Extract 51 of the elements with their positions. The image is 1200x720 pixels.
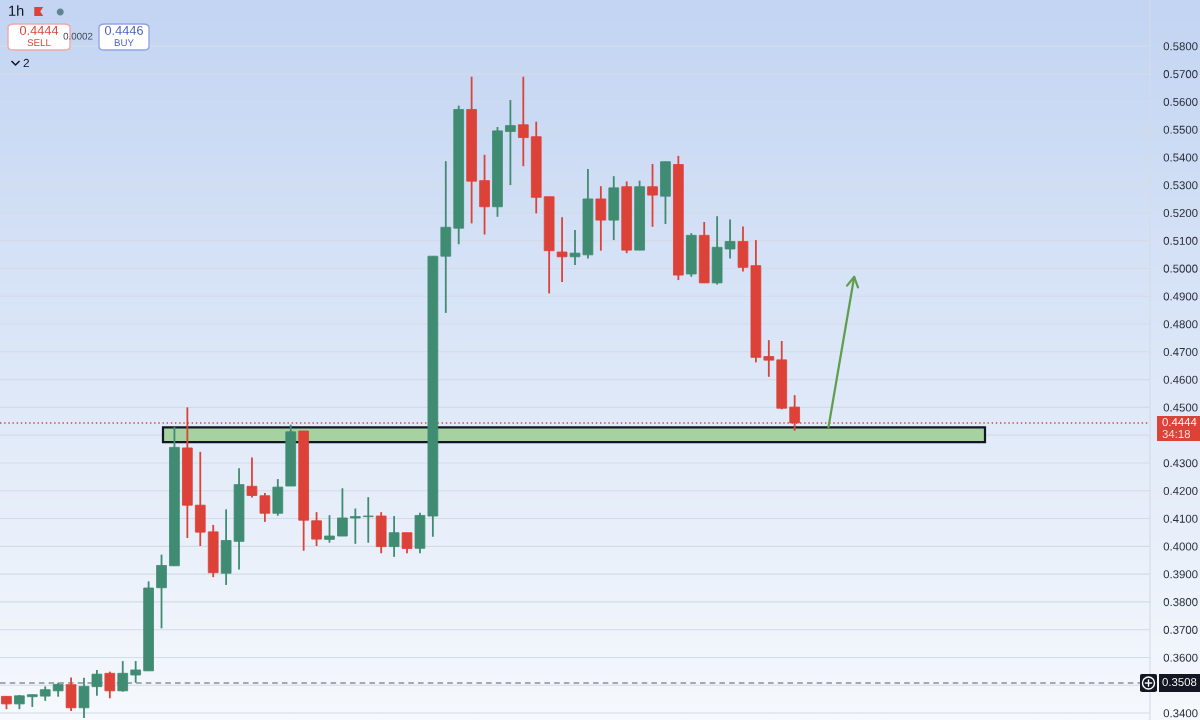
- y-tick-label: 0.4700: [1163, 347, 1198, 357]
- y-tick-label: 0.5200: [1163, 209, 1198, 218]
- y-tick-label: 0.4100: [1163, 514, 1198, 523]
- candlestick: [763, 339, 775, 378]
- candlestick: [311, 511, 322, 547]
- y-tick-label: 0.4500: [1163, 403, 1198, 412]
- candlestick: [388, 515, 400, 558]
- candlestick: [104, 670, 116, 700]
- y-tick-label: 0.5600: [1163, 97, 1198, 106]
- annotation: SELL: [27, 39, 51, 47]
- y-tick-label: 0.5100: [1163, 236, 1198, 245]
- y-tick-label: 0.4000: [1163, 542, 1198, 551]
- candlestick: [65, 676, 77, 713]
- candlestick: [156, 553, 167, 630]
- ref-line-label: 0.3508: [1162, 678, 1197, 687]
- y-tick-label: 0.5700: [1163, 70, 1198, 79]
- candlestick: [337, 487, 348, 537]
- y-tick-label: 0.3800: [1163, 598, 1198, 607]
- candlestick: [117, 660, 129, 693]
- candlestick: [362, 496, 374, 544]
- y-tick-label: 0.5300: [1163, 181, 1198, 190]
- y-tick-label: 0.5500: [1163, 125, 1198, 134]
- annotation: 0.0002: [63, 32, 93, 40]
- y-tick-label: 0.4300: [1163, 459, 1198, 468]
- candlestick: [401, 531, 413, 555]
- annotation: 2: [23, 58, 29, 68]
- y-tick-label: 0.4600: [1163, 375, 1198, 384]
- candlestick: [517, 75, 529, 168]
- candlestick: [556, 216, 568, 283]
- y-tick-label: 0.3400: [1163, 709, 1198, 718]
- annotation: BUY: [114, 39, 134, 47]
- chart-title: 1h: [9, 5, 24, 16]
- y-tick-label: 0.4800: [1163, 320, 1198, 329]
- y-tick-label: 0.5400: [1163, 153, 1198, 162]
- y-tick-label: 0.4200: [1163, 486, 1198, 495]
- candlestick: [505, 99, 516, 186]
- annotation: 0.4444: [19, 25, 59, 35]
- y-tick-label: 0.3900: [1163, 570, 1198, 579]
- y-tick-label: 0.3600: [1163, 653, 1198, 662]
- annotation: 0.4446: [104, 25, 143, 35]
- candlestick: [595, 185, 607, 252]
- candlestick: [130, 660, 141, 684]
- candlestick: [350, 507, 361, 545]
- candlestick: [647, 163, 658, 228]
- text: 34:18: [1162, 429, 1190, 438]
- y-tick-label: 0.5000: [1163, 264, 1198, 273]
- y-tick-label: 0.4900: [1163, 292, 1198, 301]
- y-tick-label: 0.5800: [1163, 42, 1198, 51]
- y-tick-label: 0.3700: [1163, 625, 1198, 634]
- ref-line-label: 0.4444: [1162, 417, 1197, 426]
- candlestick: [324, 514, 335, 544]
